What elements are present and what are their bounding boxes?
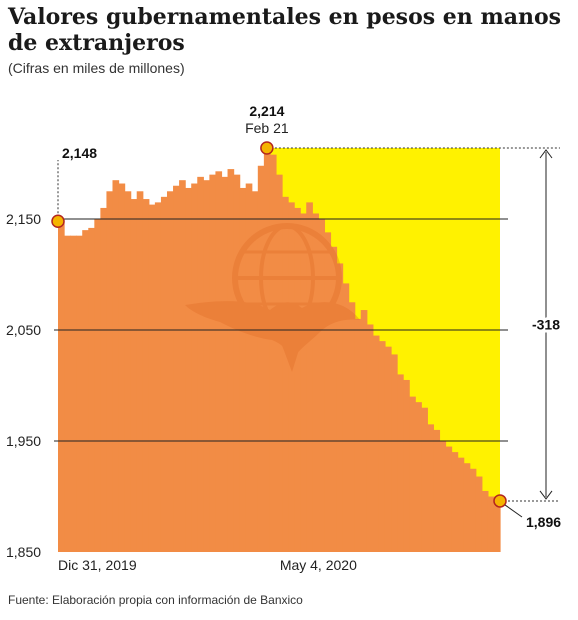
area-bar xyxy=(397,374,404,552)
area-bar xyxy=(239,187,247,552)
x-tick-label: May 4, 2020 xyxy=(280,557,357,573)
area-bar xyxy=(415,402,422,552)
area-bar xyxy=(439,441,447,552)
area-bar xyxy=(173,185,180,552)
source-note: Fuente: Elaboración propia con informaci… xyxy=(8,593,303,607)
chart-subtitle: (Cifras en miles de millones) xyxy=(8,60,185,76)
area-bar xyxy=(469,468,477,552)
area-bar xyxy=(300,213,307,552)
area-bar xyxy=(427,424,434,552)
area-bar xyxy=(318,219,326,553)
data-point-marker xyxy=(260,141,274,155)
area-bar xyxy=(354,318,362,552)
area-bar xyxy=(233,174,241,552)
difference-arrow-bottom xyxy=(539,490,553,500)
area-bar xyxy=(336,263,344,552)
data-point-marker xyxy=(51,214,65,229)
area-bar xyxy=(70,235,77,552)
area-bar xyxy=(197,176,204,552)
area-bar xyxy=(475,476,483,552)
data-point-marker xyxy=(493,494,507,508)
area-bar xyxy=(445,446,453,552)
area-bar xyxy=(203,180,210,552)
end-value-leader xyxy=(504,504,523,518)
area-bar xyxy=(282,196,289,553)
x-axis-labels: Dic 31, 2019 May 4, 2020 xyxy=(58,557,357,573)
area-bar xyxy=(227,169,235,553)
area-bar xyxy=(136,191,144,553)
area-bar xyxy=(342,283,350,552)
area-bar xyxy=(481,490,489,552)
area-bar xyxy=(487,496,495,552)
area-bar xyxy=(330,246,338,552)
area-bar xyxy=(185,187,192,552)
area-bar xyxy=(130,199,138,553)
area-bar xyxy=(294,207,301,552)
x-tick-label: Dic 31, 2019 xyxy=(58,557,137,573)
end-value-label: 1,896 xyxy=(526,514,561,530)
area-bar xyxy=(263,148,271,552)
area-bar xyxy=(88,227,95,552)
area-bar xyxy=(154,202,162,552)
y-axis-ticks: 2,150 2,050 1,950 1,850 xyxy=(6,211,41,560)
area-bar xyxy=(112,180,120,552)
area-bar xyxy=(76,235,83,552)
peak-date-label: Feb 21 xyxy=(245,120,289,136)
area-bar xyxy=(348,302,356,552)
area-bar xyxy=(94,219,101,553)
area-bar xyxy=(384,346,392,552)
area-bar xyxy=(288,202,295,552)
y-tick-label: 1,850 xyxy=(6,544,41,560)
reference-lines-layer xyxy=(54,218,508,442)
area-bar xyxy=(257,165,265,552)
area-bar xyxy=(215,171,223,553)
area-bar xyxy=(366,324,374,552)
area-bar xyxy=(160,196,168,553)
area-bar xyxy=(251,191,259,553)
peak-value-label: 2,214 xyxy=(249,103,284,119)
area-bar xyxy=(451,452,459,552)
area-bar xyxy=(433,429,441,552)
area-bar xyxy=(124,191,132,553)
area-bar xyxy=(82,230,89,552)
area-bar xyxy=(403,379,410,552)
area-bar xyxy=(191,183,198,552)
y-tick-label: 1,950 xyxy=(6,433,41,449)
area-bar xyxy=(463,463,471,552)
chart-title: Valores gubernamentales en pesos en mano… xyxy=(8,4,562,56)
area-bar xyxy=(409,396,416,552)
area-bar xyxy=(166,191,174,553)
area-bar xyxy=(118,183,126,552)
difference-label: -318 xyxy=(532,316,560,332)
area-bar xyxy=(64,235,71,552)
start-value-label: 2,148 xyxy=(62,145,97,161)
area-bar xyxy=(306,202,313,552)
area-bar xyxy=(360,310,368,552)
difference-arrow-top xyxy=(539,149,553,159)
area-bar xyxy=(312,213,319,552)
area-bar xyxy=(457,457,465,552)
area-bar xyxy=(209,174,217,552)
area-bar xyxy=(378,341,386,552)
area-bar xyxy=(245,183,253,552)
area-bar xyxy=(324,232,332,552)
area-bar xyxy=(421,407,428,552)
area-bar xyxy=(269,154,277,552)
area-bar xyxy=(106,191,114,553)
area-bar xyxy=(372,335,380,552)
area-bar xyxy=(58,221,65,552)
y-tick-label: 2,050 xyxy=(6,322,41,338)
area-bar xyxy=(275,174,283,552)
area-bar xyxy=(100,207,108,552)
area-bar xyxy=(148,204,156,552)
area-bar xyxy=(493,500,501,552)
area-bar xyxy=(179,180,186,552)
area-bar xyxy=(142,199,150,553)
area-bar xyxy=(391,354,398,552)
area-bar xyxy=(221,176,229,552)
area-series-layer xyxy=(58,148,501,553)
y-tick-label: 2,150 xyxy=(6,211,41,227)
